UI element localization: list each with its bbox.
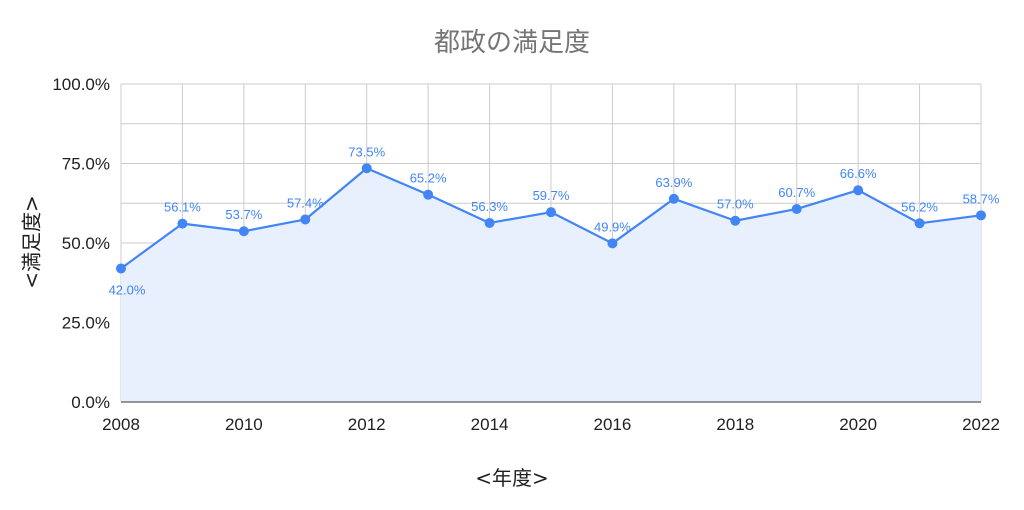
data-point xyxy=(791,203,802,214)
data-label: 49.9% xyxy=(594,219,631,234)
y-tick-label: 50.0% xyxy=(62,234,110,253)
data-point xyxy=(423,189,434,200)
data-label: 42.0% xyxy=(109,282,146,297)
data-label: 53.7% xyxy=(225,207,262,222)
x-axis-label: <年度> xyxy=(475,466,549,490)
data-point xyxy=(300,214,311,225)
data-point xyxy=(853,185,864,196)
data-point xyxy=(730,215,741,226)
x-tick-label: 2020 xyxy=(839,415,877,434)
x-tick-label: 2012 xyxy=(348,415,386,434)
data-point xyxy=(177,218,188,229)
x-tick-label: 2018 xyxy=(716,415,754,434)
x-tick-label: 2010 xyxy=(225,415,263,434)
data-label: 60.7% xyxy=(778,185,815,200)
data-label: 73.5% xyxy=(348,144,385,159)
y-tick-label: 25.0% xyxy=(62,314,110,333)
y-tick-label: 100.0% xyxy=(52,75,110,94)
y-tick-label: 75.0% xyxy=(62,155,110,174)
x-tick-label: 2014 xyxy=(471,415,509,434)
data-label: 56.1% xyxy=(164,200,201,215)
data-point xyxy=(607,238,618,249)
data-label: 56.3% xyxy=(471,199,508,214)
data-point xyxy=(914,218,925,229)
data-point xyxy=(238,226,249,237)
data-label: 66.6% xyxy=(840,166,877,181)
data-point xyxy=(976,210,986,221)
y-tick-label: 0.0% xyxy=(71,393,110,412)
data-point xyxy=(116,263,126,274)
x-tick-label: 2008 xyxy=(102,415,140,434)
data-point xyxy=(668,193,679,204)
data-point xyxy=(484,217,495,228)
data-label: 63.9% xyxy=(655,175,692,190)
data-point xyxy=(361,163,372,174)
data-label: 59.7% xyxy=(533,188,570,203)
data-label: 57.0% xyxy=(717,197,754,212)
x-tick-label: 2016 xyxy=(594,415,632,434)
data-label: 58.7% xyxy=(963,191,1000,206)
data-label: 56.2% xyxy=(901,199,938,214)
data-label: 57.4% xyxy=(287,195,324,210)
data-label: 65.2% xyxy=(410,171,447,186)
data-point xyxy=(546,207,556,218)
area-fill xyxy=(121,168,981,402)
chart-title: 都政の満足度 xyxy=(433,28,590,58)
x-tick-label: 2022 xyxy=(962,415,1000,434)
